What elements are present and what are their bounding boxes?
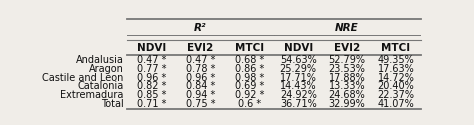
Text: NDVI: NDVI [283, 43, 313, 53]
Text: 23.53%: 23.53% [328, 64, 365, 74]
Text: 14.43%: 14.43% [280, 81, 317, 91]
Text: 14.72%: 14.72% [377, 72, 414, 83]
Text: 24.68%: 24.68% [328, 90, 365, 100]
Text: MTCI: MTCI [235, 43, 264, 53]
Text: 41.07%: 41.07% [378, 99, 414, 109]
Text: 0.92 *: 0.92 * [235, 90, 264, 100]
Text: 0.6 *: 0.6 * [238, 99, 261, 109]
Text: 0.96 *: 0.96 * [186, 72, 215, 83]
Text: EVI2: EVI2 [334, 43, 360, 53]
Text: NRE: NRE [335, 24, 359, 34]
Text: 0.69 *: 0.69 * [235, 81, 264, 91]
Text: 0.98 *: 0.98 * [235, 72, 264, 83]
Text: Extremadura: Extremadura [60, 90, 124, 100]
Text: 0.75 *: 0.75 * [186, 99, 215, 109]
Text: Andalusia: Andalusia [76, 55, 124, 65]
Text: EVI2: EVI2 [187, 43, 214, 53]
Text: 0.71 *: 0.71 * [137, 99, 166, 109]
Text: R²: R² [194, 24, 207, 34]
Text: Aragon: Aragon [89, 64, 124, 74]
Text: 24.92%: 24.92% [280, 90, 317, 100]
Text: 17.63%: 17.63% [378, 64, 414, 74]
Text: 17.88%: 17.88% [328, 72, 365, 83]
Text: 0.84 *: 0.84 * [186, 81, 215, 91]
Text: 52.79%: 52.79% [328, 55, 365, 65]
Text: 20.40%: 20.40% [378, 81, 414, 91]
Text: Catalonia: Catalonia [77, 81, 124, 91]
Text: 36.71%: 36.71% [280, 99, 317, 109]
Text: Castile and Leon: Castile and Leon [42, 72, 124, 83]
Text: 32.99%: 32.99% [328, 99, 365, 109]
Text: 0.96 *: 0.96 * [137, 72, 166, 83]
Text: 25.29%: 25.29% [280, 64, 317, 74]
Text: 0.85 *: 0.85 * [137, 90, 166, 100]
Text: 0.78 *: 0.78 * [186, 64, 215, 74]
Text: 0.94 *: 0.94 * [186, 90, 215, 100]
Text: 0.86 *: 0.86 * [235, 64, 264, 74]
Text: 0.47 *: 0.47 * [137, 55, 166, 65]
Text: 54.63%: 54.63% [280, 55, 317, 65]
Text: 0.68 *: 0.68 * [235, 55, 264, 65]
Text: 22.37%: 22.37% [377, 90, 414, 100]
Text: NDVI: NDVI [137, 43, 166, 53]
Text: 0.47 *: 0.47 * [186, 55, 215, 65]
Text: MTCI: MTCI [382, 43, 410, 53]
Text: 49.35%: 49.35% [378, 55, 414, 65]
Text: 0.77 *: 0.77 * [137, 64, 166, 74]
Text: Total: Total [101, 99, 124, 109]
Text: 0.82 *: 0.82 * [137, 81, 166, 91]
Text: 17.71%: 17.71% [280, 72, 317, 83]
Text: 13.33%: 13.33% [329, 81, 365, 91]
